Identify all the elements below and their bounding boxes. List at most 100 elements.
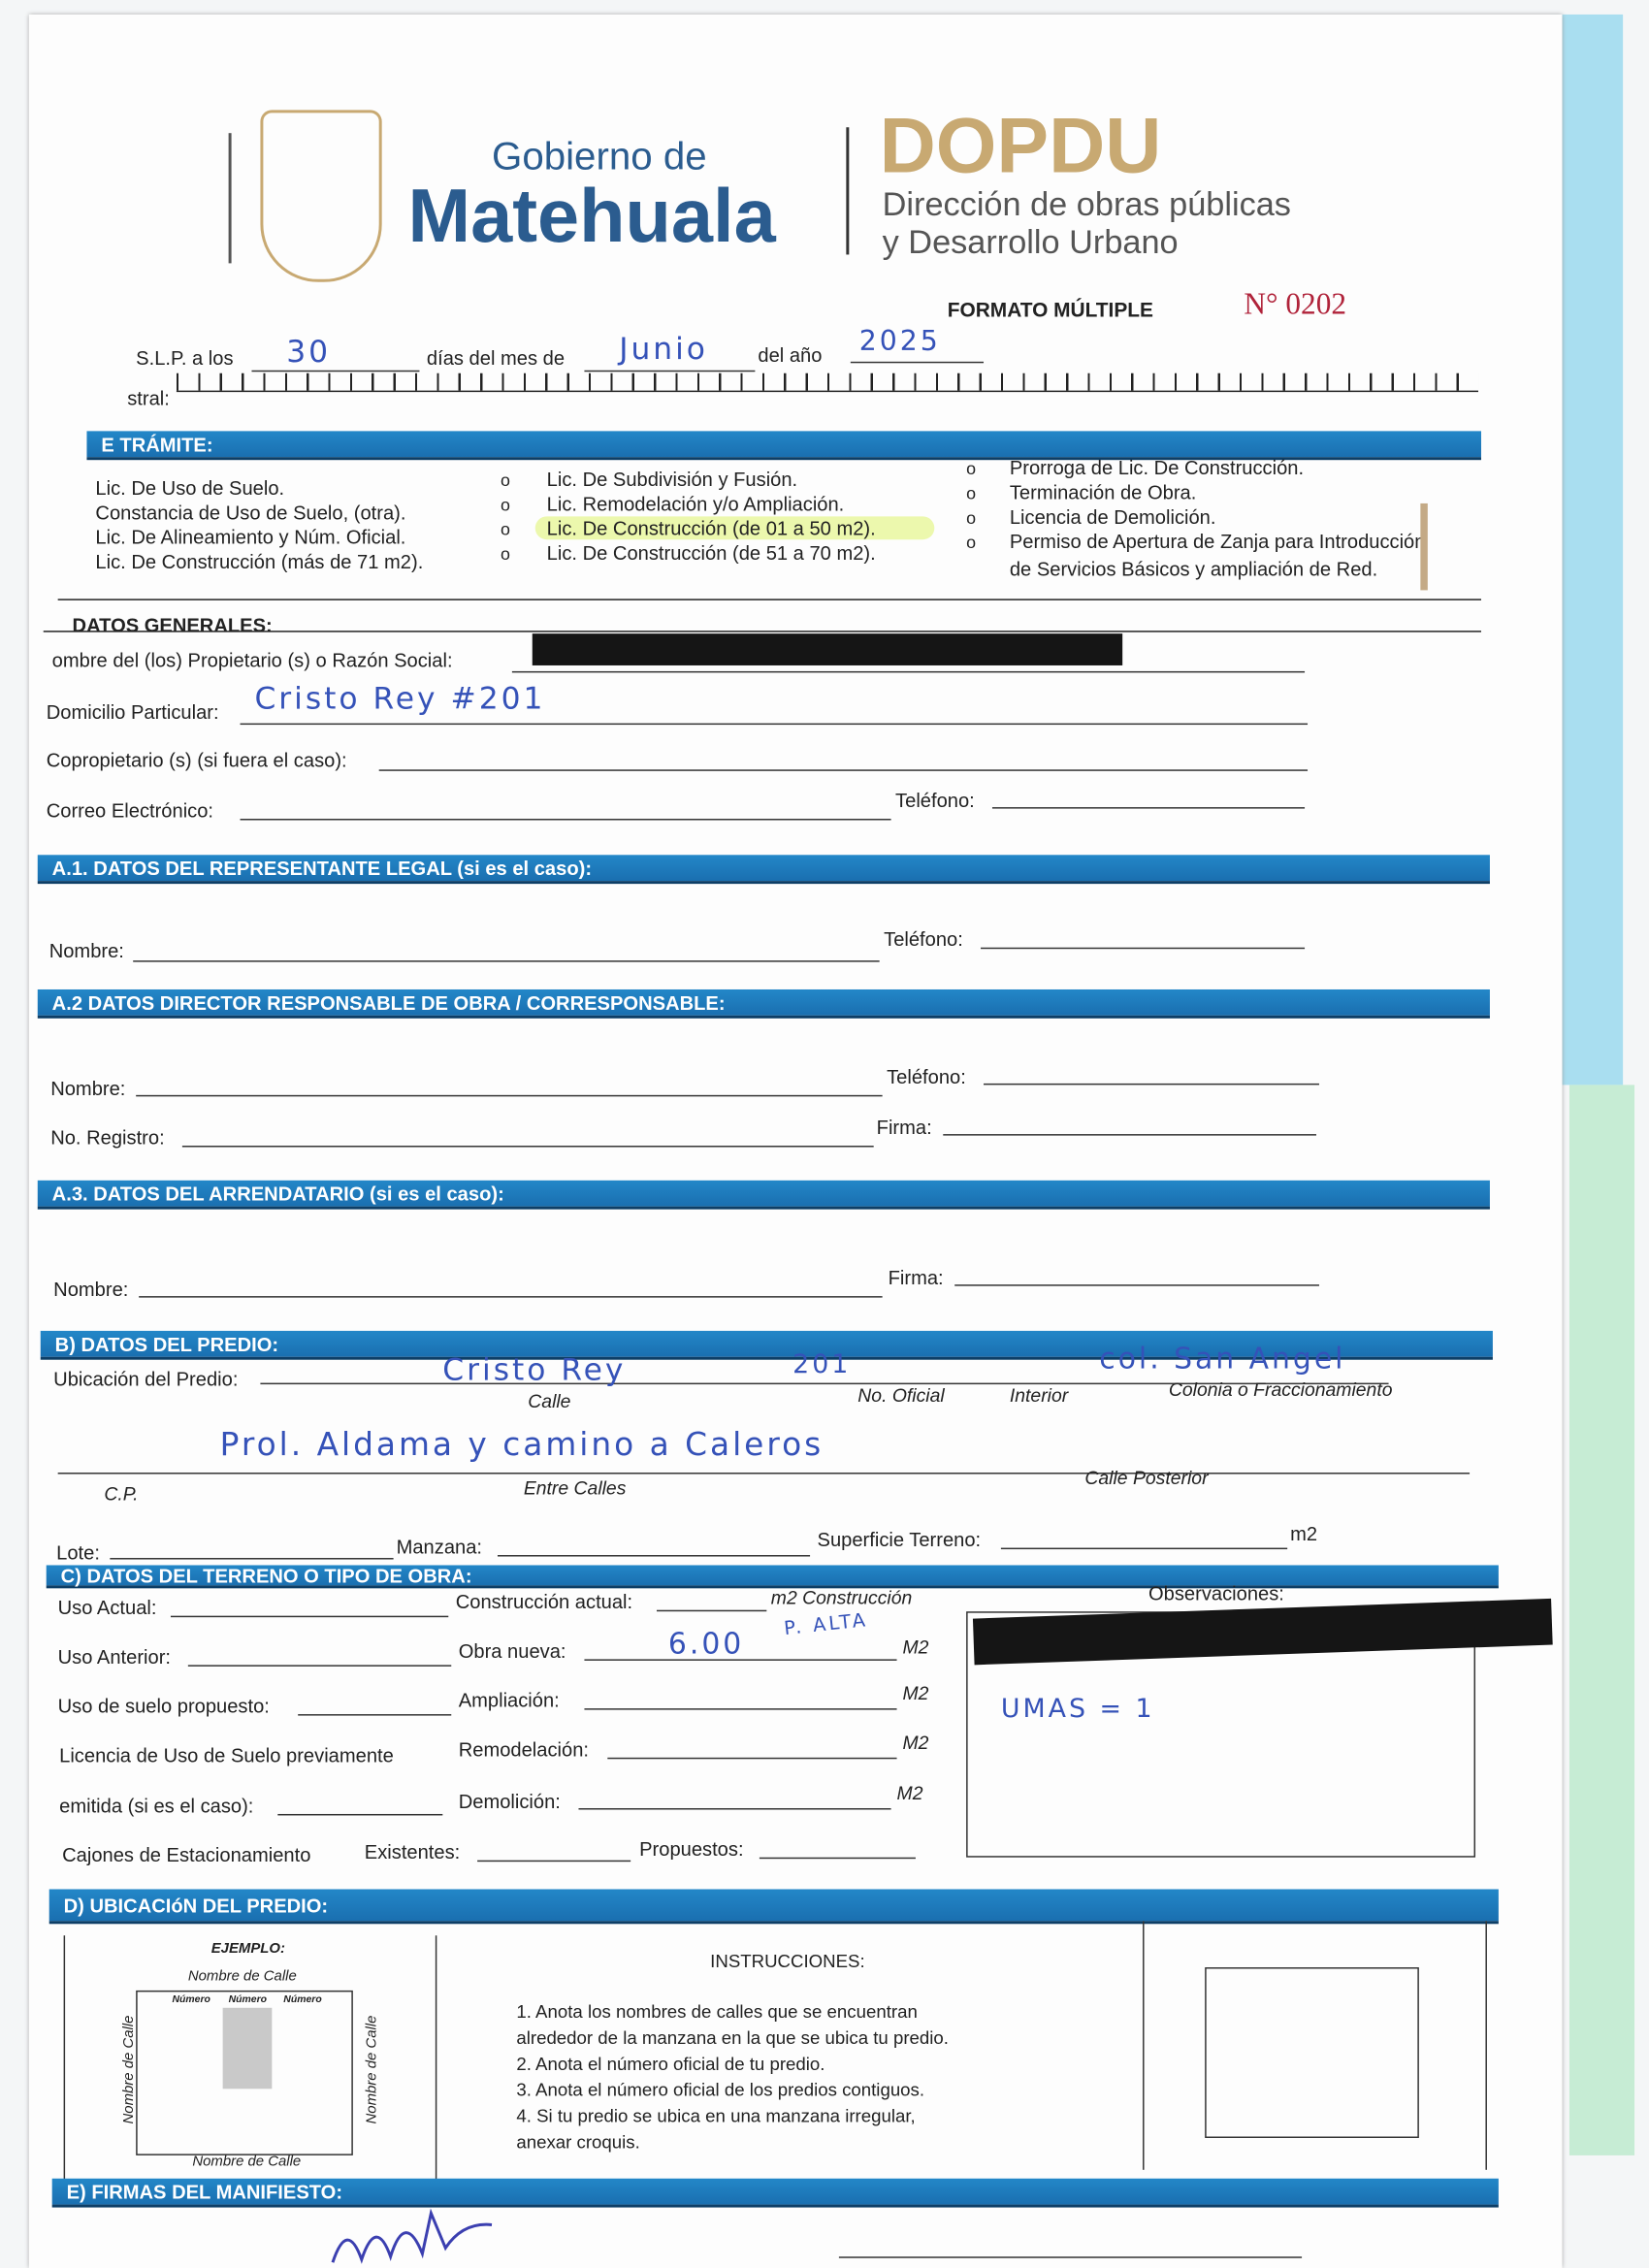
address-field[interactable] [240, 723, 1309, 726]
tramite-option[interactable]: Lic. De Construcción (de 51 a 70 m2). [546, 542, 876, 565]
dept-acronym: DOPDU [879, 102, 1162, 190]
location-field[interactable] [260, 1382, 1389, 1385]
tramite-option[interactable]: Lic. De Construcción (de 01 a 50 m2). [546, 517, 876, 540]
unit-m2: M2 [902, 1731, 929, 1754]
coowner-field[interactable] [378, 769, 1309, 771]
location-sketch-area[interactable] [1205, 1967, 1419, 2138]
form-title: FORMATO MÚLTIPLE [947, 298, 1153, 322]
days-label: días del mes de [426, 346, 566, 370]
tramite-option[interactable]: Lic. De Uso de Suelo. [95, 477, 285, 500]
address-label: Domicilio Particular: [46, 701, 219, 724]
divider [43, 631, 1481, 632]
highlight [534, 516, 935, 540]
lote-field[interactable] [110, 1558, 394, 1560]
option-radio[interactable]: o [500, 470, 510, 491]
obra-nueva-field[interactable] [584, 1659, 897, 1661]
signature-line[interactable] [838, 2256, 1303, 2258]
instruction-line: 2. Anota el número oficial de tu predio. [516, 2054, 825, 2075]
unit-m2: M2 [902, 1682, 929, 1704]
ampliacion-label: Ampliación: [458, 1689, 560, 1712]
highlighted-lot [222, 2007, 273, 2090]
section-a2-header: A.2 DATOS DIRECTOR RESPONSABLE DE OBRA /… [37, 988, 1490, 1019]
tramite-option[interactable]: Lic. De Subdivisión y Fusión. [546, 469, 798, 491]
option-radio[interactable]: o [500, 543, 510, 565]
numero-label: Número [228, 1994, 268, 2005]
option-radio[interactable]: o [966, 458, 977, 479]
propuestos-field[interactable] [759, 1857, 916, 1860]
tramite-option[interactable]: Terminación de Obra. [1009, 481, 1197, 503]
street-name-right: Nombre de Calle [364, 2015, 380, 2124]
tramite-option[interactable]: Prorroga de Lic. De Construcción. [1009, 457, 1305, 479]
option-radio[interactable]: o [500, 519, 510, 540]
licencia-label-1: Licencia de Uso de Suelo previamente [59, 1744, 394, 1766]
existentes-field[interactable] [477, 1860, 631, 1863]
day-field[interactable] [251, 370, 420, 373]
address-value: Cristo Rey #201 [254, 681, 546, 717]
a2-signature-label: Firma: [876, 1117, 932, 1139]
a2-phone-label: Teléfono: [887, 1066, 966, 1088]
manzana-label: Manzana: [396, 1536, 483, 1559]
lote-label: Lote: [56, 1541, 100, 1564]
instructions-title: INSTRUCCIONES: [710, 1951, 865, 1972]
a3-signature-label: Firma: [888, 1267, 944, 1289]
tramite-option[interactable]: Constancia de Uso de Suelo, (otra). [95, 502, 406, 524]
uso-anterior-field[interactable] [187, 1665, 452, 1667]
gov-big: Matehuala [407, 175, 776, 259]
ampliacion-field[interactable] [584, 1708, 897, 1710]
a2-signature-field[interactable] [943, 1134, 1316, 1136]
a1-phone-label: Teléfono: [884, 928, 963, 951]
example-label: EJEMPLO: [210, 1941, 285, 1958]
a2-name-field[interactable] [136, 1094, 883, 1097]
municipal-seal [260, 110, 382, 282]
colonia-caption: Colonia o Fraccionamiento [1168, 1378, 1393, 1401]
construccion-actual-field[interactable] [657, 1609, 767, 1612]
obra-nueva-value: 6.00 [667, 1626, 745, 1661]
instruction-line: 3. Anota el número oficial de los predio… [516, 2080, 925, 2101]
month-field[interactable] [584, 370, 756, 373]
unit-m2: M2 [896, 1782, 923, 1804]
section-d-header: D) UBICACIóN DEL PREDIO: [48, 1889, 1499, 1925]
colonia-value: col. San Angel [1099, 1341, 1346, 1377]
cross-streets-value: Prol. Aldama y camino a Caleros [219, 1427, 824, 1465]
tramite-option[interactable]: Licencia de Demolición. [1009, 505, 1216, 529]
phone-field[interactable] [991, 807, 1306, 809]
street-name-left: Nombre de Calle [120, 2015, 138, 2124]
a1-phone-field[interactable] [981, 947, 1306, 950]
uso-actual-field[interactable] [170, 1615, 449, 1618]
a3-signature-field[interactable] [954, 1284, 1319, 1286]
tramite-option[interactable]: Lic. Remodelación y/o Ampliación. [546, 493, 845, 515]
year-field[interactable] [850, 361, 985, 364]
option-radio[interactable]: o [500, 494, 510, 515]
uso-propuesto-field[interactable] [298, 1714, 452, 1716]
tramite-option[interactable]: Lic. De Alineamiento y Núm. Oficial. [95, 526, 406, 549]
cross-streets-field[interactable] [57, 1473, 1471, 1474]
a3-name-field[interactable] [139, 1296, 883, 1298]
email-label: Correo Electrónico: [46, 799, 214, 823]
redaction [532, 633, 1123, 665]
a2-phone-field[interactable] [984, 1083, 1319, 1085]
email-field[interactable] [240, 819, 891, 821]
number-caption: No. Oficial [857, 1384, 945, 1407]
tramite-option[interactable]: Permiso de Apertura de Zanja para Introd… [1009, 531, 1426, 553]
licencia-field[interactable] [277, 1813, 443, 1816]
tramite-option[interactable]: Lic. De Construcción (más de 71 m2). [95, 551, 424, 573]
uso-actual-label: Uso Actual: [57, 1597, 157, 1619]
observaciones-label: Observaciones: [1148, 1582, 1284, 1604]
street-name-top: Nombre de Calle [187, 1968, 297, 1985]
remodelacion-field[interactable] [607, 1757, 897, 1760]
a1-name-field[interactable] [133, 960, 880, 962]
owner-field[interactable] [511, 670, 1306, 673]
superficie-field[interactable] [1000, 1547, 1288, 1550]
option-radio[interactable]: o [966, 532, 977, 553]
manzana-field[interactable] [497, 1555, 811, 1557]
observaciones-value: UMAS = 1 [1000, 1694, 1155, 1725]
demolicion-field[interactable] [578, 1808, 891, 1810]
street-value: Cristo Rey [442, 1352, 627, 1388]
option-radio[interactable]: o [966, 483, 977, 503]
signature [331, 2208, 493, 2264]
option-radio[interactable]: o [966, 507, 977, 529]
a2-registry-field[interactable] [181, 1146, 874, 1148]
tramite-option[interactable]: de Servicios Básicos y ampliación de Red… [1009, 558, 1378, 580]
a1-name-label: Nombre: [48, 940, 124, 962]
catastral-boxes[interactable] [176, 373, 1479, 393]
